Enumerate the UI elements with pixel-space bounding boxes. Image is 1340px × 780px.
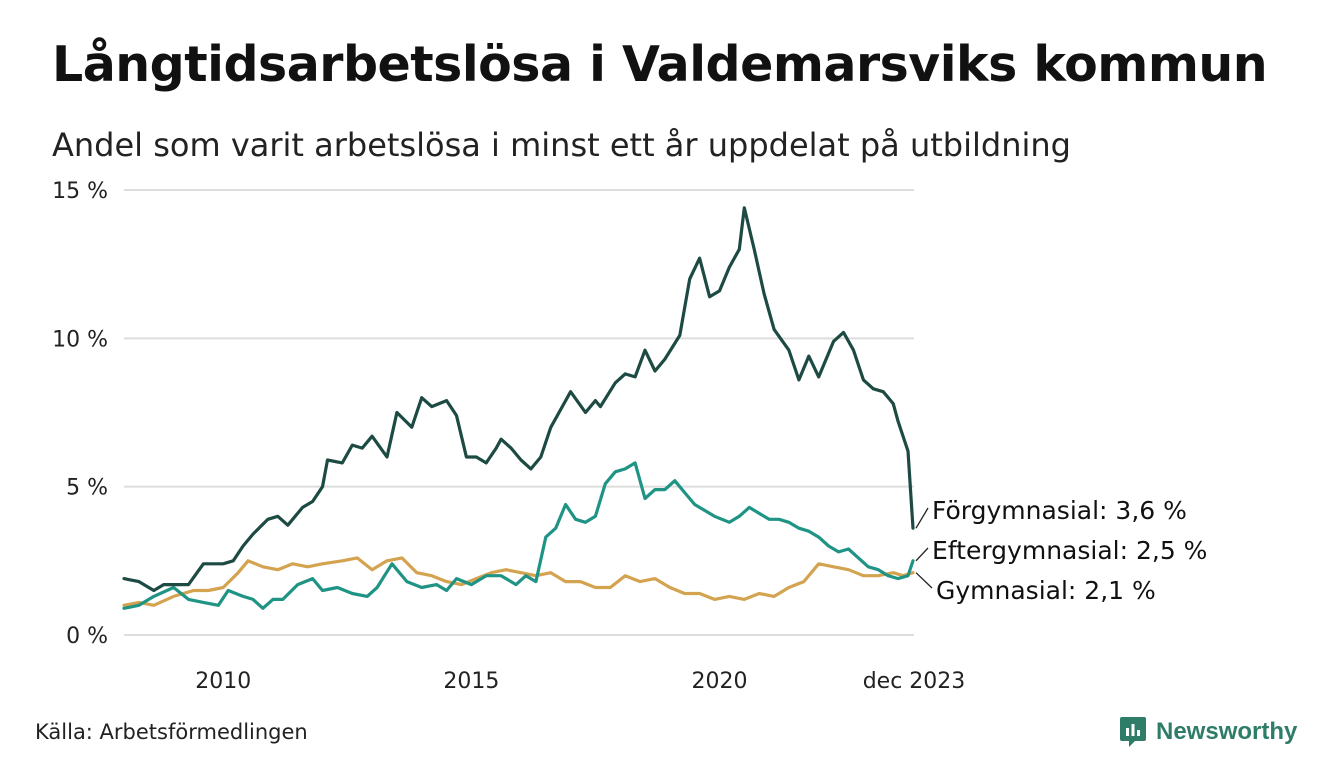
x-tick-label-2: 2020 xyxy=(691,669,747,694)
y-tick-label-15: 15 % xyxy=(52,179,108,204)
series-lines xyxy=(122,206,915,610)
end-label-forgymnasial: Förgymnasial: 3,6 % xyxy=(932,496,1187,525)
series-line-gymnasial xyxy=(122,556,915,607)
x-tick-label-3: dec 2023 xyxy=(863,669,966,694)
brand-logo: Newsworthy xyxy=(1119,714,1297,750)
leader-line-gymnasial xyxy=(915,572,933,589)
leader-line-eftergymnasial xyxy=(915,547,929,562)
brand-name: Newsworthy xyxy=(1156,718,1298,745)
y-tick-label-0: 0 % xyxy=(66,624,108,649)
chart-subtitle: Andel som varit arbetslösa i minst ett å… xyxy=(52,126,1071,164)
end-labels: Förgymnasial: 3,6 % Eftergymnasial: 2,5 %… xyxy=(915,496,1207,605)
x-axis-ticks: 2010 2015 2020 dec 2023 xyxy=(195,669,965,694)
series-line-eftergymnasial xyxy=(122,461,915,610)
y-tick-label-10: 10 % xyxy=(52,327,108,352)
end-label-eftergymnasial: Eftergymnasial: 2,5 % xyxy=(932,536,1207,565)
newsworthy-logo-icon xyxy=(1120,717,1146,747)
source-note: Källa: Arbetsförmedlingen xyxy=(35,720,308,744)
x-tick-label-1: 2015 xyxy=(443,669,499,694)
y-tick-label-5: 5 % xyxy=(66,476,108,501)
y-axis-ticks: 0 % 5 % 10 % 15 % xyxy=(52,179,108,649)
x-tick-label-0: 2010 xyxy=(195,669,251,694)
end-label-gymnasial: Gymnasial: 2,1 % xyxy=(936,576,1156,605)
series-line-forgymnasial xyxy=(122,206,915,593)
chart-title: Långtidsarbetslösa i Valdemarsviks kommu… xyxy=(52,36,1268,93)
leader-line-forgymnasial xyxy=(915,507,929,529)
